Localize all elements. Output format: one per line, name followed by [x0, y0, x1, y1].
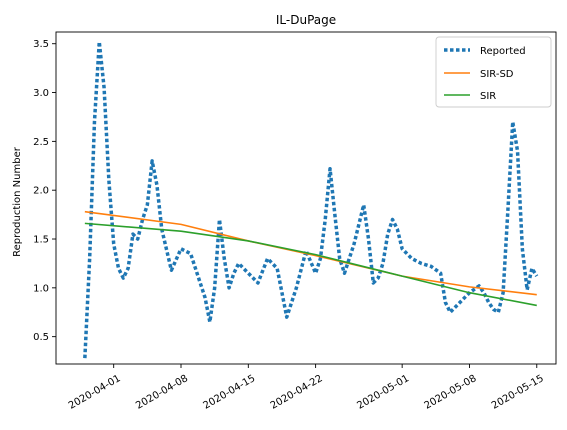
legend: Reported SIR-SD SIR	[435, 36, 552, 108]
y-tick-label: 3.0	[33, 88, 49, 99]
x-axis: 2020-04-01 2020-04-08 2020-04-15 2020-04-22…	[67, 364, 546, 412]
y-tick-label: 1.5	[33, 235, 49, 246]
x-tick-label: 2020-05-15	[490, 373, 546, 412]
legend-label-reported: Reported	[480, 46, 526, 57]
series-line-sir-sd	[84, 210, 537, 296]
y-tick-label: 2.0	[33, 186, 49, 197]
x-tick-label: 2020-04-15	[201, 373, 257, 412]
x-tick-label: 2020-05-08	[423, 373, 479, 412]
y-tick-label: 2.5	[33, 137, 49, 148]
series-line-reported	[83, 40, 539, 359]
legend-label-sir: SIR	[480, 91, 496, 102]
y-axis: 0.5 1.0 1.5 2.0 2.5 3.0 3.5	[33, 39, 56, 343]
x-tick-label: 2020-05-01	[355, 373, 411, 412]
legend-box	[435, 36, 552, 108]
y-axis-label: Reproduction Number	[12, 146, 23, 257]
y-tick-label: 1.0	[33, 283, 49, 294]
plot-frame	[55, 31, 557, 365]
legend-label-sir-sd: SIR-SD	[480, 69, 514, 80]
x-tick-label: 2020-04-22	[269, 373, 325, 412]
x-tick-label: 2020-04-08	[134, 373, 190, 412]
chart-title: IL-DuPage	[276, 13, 336, 27]
series-layer	[83, 40, 539, 359]
y-tick-label: 3.5	[33, 39, 49, 50]
y-tick-label: 0.5	[33, 332, 49, 343]
x-tick-label: 2020-04-01	[67, 373, 123, 412]
series-line-sir	[84, 222, 537, 307]
